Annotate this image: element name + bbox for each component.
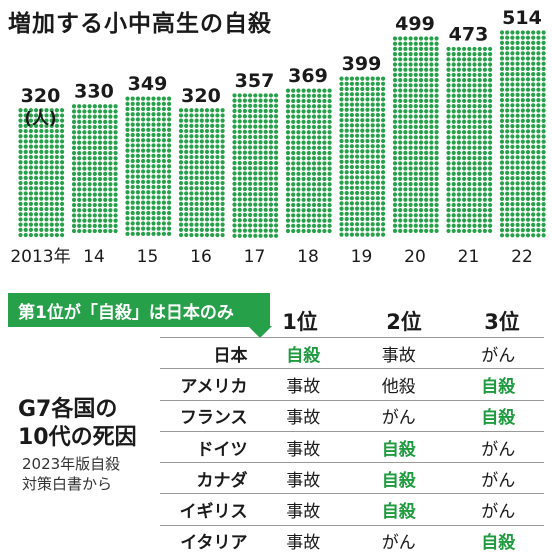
table-row: フランス 事故 がん 自殺 xyxy=(160,399,544,431)
category-label: 14 xyxy=(83,247,105,267)
rank-3-cell: がん xyxy=(481,470,516,491)
bar xyxy=(232,93,279,238)
table-row: イギリス 事故 自殺 がん xyxy=(160,493,544,524)
bar-value-label: 473 xyxy=(449,23,489,45)
table-row: 日本 自殺 事故 がん xyxy=(160,337,544,368)
bar-value-label: 514 xyxy=(502,7,542,29)
rank-1-cell: 事故 xyxy=(286,533,321,554)
category-label: 2013年 xyxy=(10,247,70,267)
country-name: フランス xyxy=(179,408,248,429)
bar xyxy=(392,36,439,234)
bar-value-label: 399 xyxy=(342,53,382,75)
g7-source-line: 2023年版自殺 xyxy=(22,455,121,473)
rank-2-cell: がん xyxy=(381,533,416,554)
bar-value-label: 357 xyxy=(235,70,275,92)
rank-1-cell: 事故 xyxy=(286,470,321,491)
rank-3-cell: 自殺 xyxy=(481,376,516,397)
callout-pointer xyxy=(248,326,272,338)
bar-value-label: 320 xyxy=(21,85,61,107)
g7-source-line: 対策白書から xyxy=(22,475,113,493)
callout-banner: 第1位が「自殺」は日本のみ xyxy=(8,293,270,327)
country-name: イギリス xyxy=(179,502,248,523)
country-name: アメリカ xyxy=(180,376,248,397)
category-label: 22 xyxy=(511,247,533,267)
bar-value-label: 499 xyxy=(395,13,435,35)
rank-2-cell: 事故 xyxy=(381,345,416,366)
rank-2-cell: 自殺 xyxy=(381,470,416,491)
category-label: 20 xyxy=(404,247,426,267)
bar xyxy=(285,88,332,234)
rank-3-cell: がん xyxy=(481,345,516,366)
country-name: ドイツ xyxy=(196,439,248,460)
rank-3-cell: がん xyxy=(481,439,516,460)
rank-1-cell: 事故 xyxy=(286,376,321,397)
bar-value-label: 330 xyxy=(74,81,114,103)
bar xyxy=(446,46,493,234)
category-label: 15 xyxy=(137,247,159,267)
bar xyxy=(18,108,65,238)
bar xyxy=(71,104,118,234)
g7-title-line: G7各国の xyxy=(18,397,118,422)
rank-2-cell: 自殺 xyxy=(381,439,416,460)
table-row: イタリア 事故 がん 自殺 xyxy=(160,524,544,556)
bar xyxy=(125,96,172,236)
rank-1-cell: 事故 xyxy=(286,408,321,429)
rank-1-cell: 事故 xyxy=(286,439,321,460)
bar xyxy=(178,108,225,238)
rank-3-cell: 自殺 xyxy=(481,408,516,429)
table-row: アメリカ 事故 他殺 自殺 xyxy=(160,368,544,399)
country-name: イタリア xyxy=(180,533,248,554)
g7-death-cause-table: 日本 自殺 事故 がん アメリカ 事故 他殺 自殺 フランス 事故 がん 自殺 ドイツ 事故 自殺 がん カナダ… xyxy=(160,337,544,556)
bar xyxy=(499,30,546,238)
category-label: 19 xyxy=(351,247,373,267)
category-label: 16 xyxy=(190,247,212,267)
bar-value-label: 369 xyxy=(288,65,328,87)
g7-title-line: 10代の死因 xyxy=(18,425,137,450)
g7-source: 2023年版自殺 対策白書から xyxy=(22,454,120,494)
bar-value-label: 349 xyxy=(128,73,168,95)
header-rank-1: 1位 xyxy=(282,310,318,334)
category-label: 18 xyxy=(297,247,319,267)
bar-value-label: 320 xyxy=(181,85,221,107)
rank-3-cell: 自殺 xyxy=(481,533,516,554)
country-name: 日本 xyxy=(213,345,248,366)
unit-label: (人) xyxy=(24,109,57,129)
rank-3-cell: がん xyxy=(481,502,516,523)
header-rank-2: 2位 xyxy=(386,310,422,334)
chart-title: 増加する小中高生の自殺 xyxy=(8,11,272,37)
table-row: カナダ 事故 自殺 がん xyxy=(160,462,544,493)
category-label: 21 xyxy=(458,247,480,267)
rank-1-cell: 自殺 xyxy=(286,345,321,366)
category-label: 17 xyxy=(244,247,266,267)
bar xyxy=(339,76,386,237)
table-row: ドイツ 事故 自殺 がん xyxy=(160,430,544,462)
header-rank-3: 3位 xyxy=(484,310,520,334)
rank-1-cell: 事故 xyxy=(286,502,321,523)
rank-2-cell: 自殺 xyxy=(381,502,416,523)
g7-title: G7各国の 10代の死因 xyxy=(18,396,137,452)
rank-2-cell: 他殺 xyxy=(381,376,416,397)
bar-chart: 320(人)2013年33014349153201635717369183991… xyxy=(10,7,546,267)
country-name: カナダ xyxy=(196,470,248,491)
rank-2-cell: がん xyxy=(381,408,416,429)
